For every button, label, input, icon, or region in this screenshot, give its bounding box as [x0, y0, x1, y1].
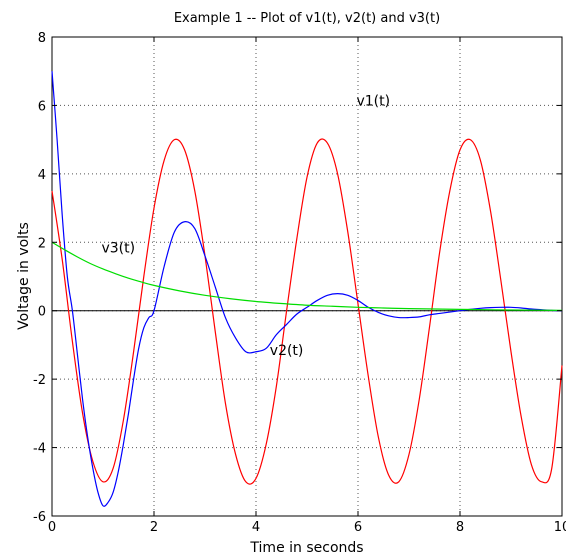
- x-tick-label: 8: [456, 520, 464, 535]
- y-tick-label: 8: [38, 31, 46, 46]
- series-annotation: v3(t): [101, 241, 135, 257]
- series-line-v1t: [51, 138, 563, 485]
- x-tick-label: 4: [252, 520, 260, 535]
- series-annotation: v1(t): [356, 93, 390, 109]
- series-annotation: v2(t): [270, 343, 304, 359]
- y-tick-label: -2: [33, 373, 46, 388]
- y-tick-label: 4: [38, 168, 46, 183]
- y-tick-label: -4: [33, 442, 46, 457]
- y-axis-label: Voltage in volts: [16, 222, 32, 330]
- chart-title: Example 1 -- Plot of v1(t), v2(t) and v3…: [174, 11, 440, 26]
- x-tick-label: 0: [48, 520, 56, 535]
- y-tick-label: 2: [38, 236, 46, 251]
- x-tick-label: 2: [150, 520, 158, 535]
- series-layer: [51, 71, 563, 507]
- annotations: v1(t) v3(t) v2(t): [101, 93, 390, 359]
- y-tick-label: 0: [38, 305, 46, 320]
- x-tick-label: 6: [354, 520, 362, 535]
- x-axis-label: Time in seconds: [249, 540, 363, 556]
- y-tick-label: -6: [33, 510, 46, 525]
- ticks: 0 2 4 6 8 10 -6 -4 -2 0 2 4 6 8: [33, 31, 566, 535]
- y-tick-label: 6: [38, 99, 46, 114]
- x-tick-label: 10: [554, 520, 566, 535]
- series-line-v2t: [51, 71, 563, 507]
- plot-area: [51, 36, 563, 517]
- series-line-v3t: [51, 241, 563, 311]
